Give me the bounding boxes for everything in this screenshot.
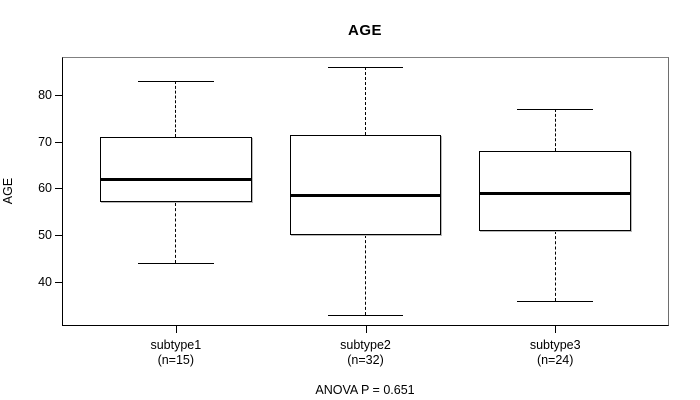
y-tick-label: 70 (38, 134, 52, 149)
median-line (289, 193, 442, 197)
x-tick-mark (365, 326, 367, 333)
y-tick-label: 60 (38, 181, 52, 196)
median-line (479, 191, 632, 195)
x-tick-mark (175, 326, 177, 333)
median-line (99, 177, 252, 181)
upper-whisker-cap (137, 81, 214, 83)
anova-annotation: ANOVA P = 0.651 (315, 383, 415, 397)
group-count: (n=15) (157, 353, 195, 367)
upper-whisker (365, 67, 366, 135)
y-tick-mark (55, 141, 62, 143)
x-tick-label: subtype1 (n=15) (106, 338, 246, 368)
upper-whisker-cap (327, 67, 404, 69)
iqr-box (479, 151, 632, 231)
y-tick-mark (55, 95, 62, 97)
upper-whisker (175, 81, 177, 138)
group-count: (n=32) (347, 353, 384, 367)
y-tick-label: 40 (38, 274, 52, 289)
upper-whisker-cap (517, 109, 594, 111)
x-tick-label: subtype3 (n=24) (485, 338, 625, 368)
iqr-box (289, 134, 442, 236)
y-tick-mark (55, 235, 62, 237)
lower-whisker (365, 235, 366, 315)
y-tick-mark (55, 281, 62, 283)
group-name: subtype1 (150, 338, 202, 352)
lower-whisker-cap (137, 263, 214, 265)
chart-title: AGE (347, 22, 382, 39)
upper-whisker (554, 109, 556, 152)
y-tick-label: 50 (38, 228, 52, 243)
group-name: subtype2 (340, 338, 391, 352)
lower-whisker (554, 230, 556, 301)
group-count: (n=24) (536, 353, 574, 367)
y-tick-label: 80 (38, 88, 52, 103)
lower-whisker-cap (327, 314, 404, 316)
iqr-box (99, 137, 252, 203)
x-tick-mark (555, 326, 557, 333)
lower-whisker (175, 202, 177, 264)
lower-whisker-cap (517, 300, 594, 302)
x-tick-label: subtype2 (n=32) (296, 338, 436, 368)
group-name: subtype3 (529, 338, 581, 352)
y-tick-mark (55, 188, 62, 190)
